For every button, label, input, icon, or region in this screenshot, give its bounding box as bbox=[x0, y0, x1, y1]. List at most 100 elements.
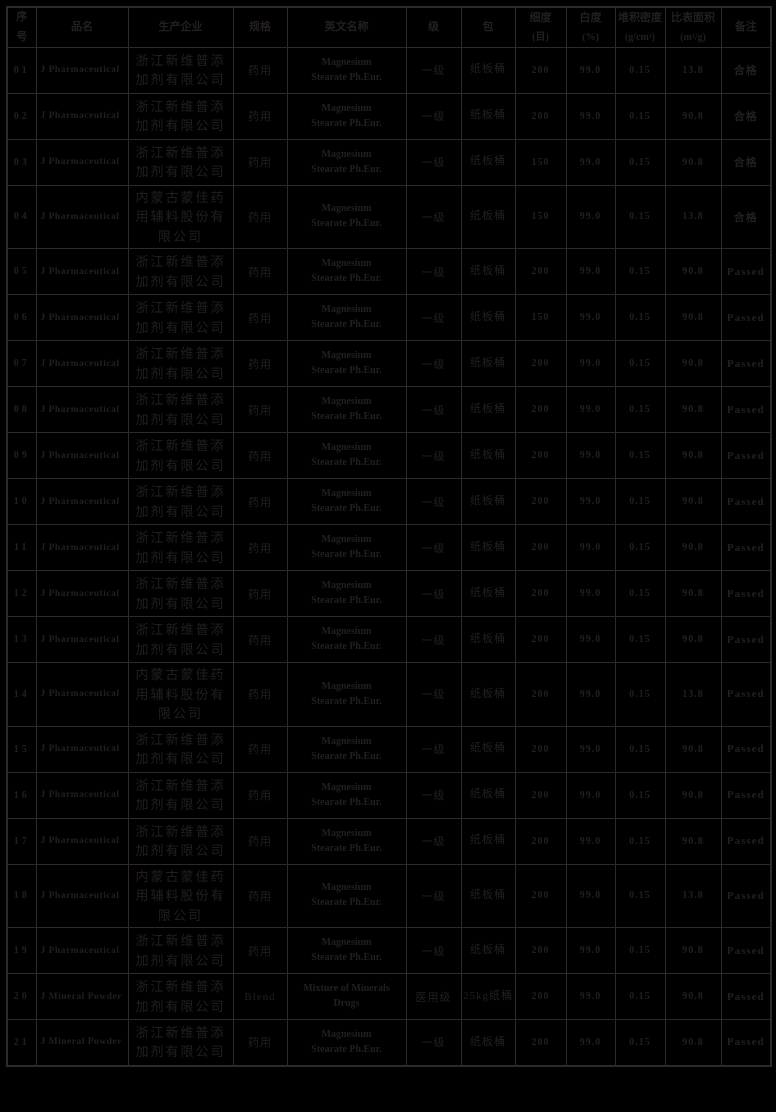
cell-remark: 合格 bbox=[720, 46, 772, 94]
header-surface-area-unit: (m²/g) bbox=[680, 31, 706, 43]
english-name-line2: Stearate Ph.Eur. bbox=[311, 457, 382, 469]
cell-package: 纸板桶 bbox=[460, 138, 516, 186]
cell-spec: 药用 bbox=[232, 294, 288, 342]
header-mesh: 细度 (目) bbox=[514, 6, 567, 48]
cell-manufacturer: 浙江新维普添加剂有限公司 bbox=[127, 46, 234, 94]
cell-surface-area: 90.8 bbox=[664, 248, 722, 296]
cell-manufacturer: 浙江新维普添加剂有限公司 bbox=[127, 294, 234, 342]
cell-manufacturer: 浙江新维普添加剂有限公司 bbox=[127, 432, 234, 480]
english-name-line1: Magnesium bbox=[321, 304, 372, 316]
cell-surface-area: 90.8 bbox=[664, 771, 722, 819]
cell-whiteness: 99.0 bbox=[565, 725, 616, 773]
cell-english-name: Magnesium Stearate Ph.Eur. bbox=[286, 478, 407, 526]
cell-bulk-density: 0.15 bbox=[614, 817, 666, 865]
cell-product-name: J Mineral Powder bbox=[35, 973, 129, 1021]
cell-remark: 合格 bbox=[720, 184, 772, 250]
cell-bulk-density: 0.15 bbox=[614, 478, 666, 526]
cell-bulk-density: 0.15 bbox=[614, 46, 666, 94]
cell-mesh: 150 bbox=[514, 184, 567, 250]
english-name-line2: Stearate Ph.Eur. bbox=[311, 842, 382, 854]
table-row: 01 J Pharmaceutical 浙江新维普添加剂有限公司 药用 Magn… bbox=[6, 46, 772, 94]
table-row: 14 J Pharmaceutical 内蒙古蒙佳药用辅料股份有限公司 药用 M… bbox=[6, 662, 772, 727]
english-name-line2: Stearate Ph.Eur. bbox=[311, 750, 382, 762]
cell-spec: 药用 bbox=[232, 92, 288, 140]
cell-mesh: 200 bbox=[514, 570, 567, 618]
cell-remark: Passed bbox=[720, 386, 772, 434]
cell-spec: 药用 bbox=[232, 340, 288, 388]
cell-package: 纸板桶 bbox=[460, 386, 516, 434]
table-row: 08 J Pharmaceutical 浙江新维普添加剂有限公司 药用 Magn… bbox=[6, 386, 772, 434]
cell-surface-area: 90.8 bbox=[664, 973, 722, 1021]
cell-spec: 药用 bbox=[232, 662, 288, 727]
cell-english-name: Magnesium Stearate Ph.Eur. bbox=[286, 46, 407, 94]
cell-manufacturer: 浙江新维普添加剂有限公司 bbox=[127, 138, 234, 186]
cell-english-name: Magnesium Stearate Ph.Eur. bbox=[286, 248, 407, 296]
cell-remark: 合格 bbox=[720, 138, 772, 186]
cell-surface-area: 13.8 bbox=[664, 662, 722, 727]
header-whiteness-line1: 白度 bbox=[579, 11, 602, 24]
header-remark: 备注 bbox=[720, 6, 772, 48]
english-name-line2: Stearate Ph.Eur. bbox=[311, 163, 382, 175]
english-name-line2: Stearate Ph.Eur. bbox=[311, 503, 382, 515]
cell-english-name: Magnesium Stearate Ph.Eur. bbox=[286, 524, 407, 572]
cell-package: 纸板桶 bbox=[460, 524, 516, 572]
cell-mesh: 200 bbox=[514, 248, 567, 296]
table-row: 10 J Pharmaceutical 浙江新维普添加剂有限公司 药用 Magn… bbox=[6, 478, 772, 526]
cell-product-name: J Pharmaceutical bbox=[35, 616, 129, 664]
english-name-line1: Magnesium bbox=[321, 396, 372, 408]
cell-grade: 一级 bbox=[405, 863, 462, 929]
cell-surface-area: 90.8 bbox=[664, 432, 722, 480]
cell-product-name: J Pharmaceutical bbox=[35, 432, 129, 480]
cell-bulk-density: 0.15 bbox=[614, 927, 666, 975]
table-row: 03 J Pharmaceutical 浙江新维普添加剂有限公司 药用 Magn… bbox=[6, 138, 772, 186]
cell-row-number: 16 bbox=[6, 771, 37, 819]
cell-english-name: Magnesium Stearate Ph.Eur. bbox=[286, 616, 407, 664]
cell-whiteness: 99.0 bbox=[565, 138, 616, 186]
cell-surface-area: 90.8 bbox=[664, 570, 722, 618]
cell-bulk-density: 0.15 bbox=[614, 92, 666, 140]
cell-surface-area: 90.8 bbox=[664, 386, 722, 434]
cell-whiteness: 99.0 bbox=[565, 616, 616, 664]
cell-package: 纸板桶 bbox=[460, 616, 516, 664]
cell-whiteness: 99.0 bbox=[565, 386, 616, 434]
cell-spec: 药用 bbox=[232, 184, 288, 250]
cell-spec: 药用 bbox=[232, 478, 288, 526]
cell-manufacturer: 浙江新维普添加剂有限公司 bbox=[127, 524, 234, 572]
cell-bulk-density: 0.15 bbox=[614, 662, 666, 727]
cell-manufacturer: 浙江新维普添加剂有限公司 bbox=[127, 771, 234, 819]
cell-english-name: Magnesium Stearate Ph.Eur. bbox=[286, 138, 407, 186]
header-no: 序 号 bbox=[6, 6, 37, 48]
cell-product-name: J Pharmaceutical bbox=[35, 771, 129, 819]
cell-spec: 药用 bbox=[232, 432, 288, 480]
english-name-line2: Stearate Ph.Eur. bbox=[311, 365, 382, 377]
cell-english-name: Magnesium Stearate Ph.Eur. bbox=[286, 92, 407, 140]
cell-remark: Passed bbox=[720, 340, 772, 388]
english-name-line2: Stearate Ph.Eur. bbox=[311, 71, 382, 83]
english-name-line2: Stearate Ph.Eur. bbox=[311, 549, 382, 561]
cell-grade: 医用级 bbox=[405, 973, 462, 1021]
english-name-line1: Magnesium bbox=[321, 882, 372, 894]
english-name-line2: Stearate Ph.Eur. bbox=[311, 411, 382, 423]
cell-manufacturer: 浙江新维普添加剂有限公司 bbox=[127, 248, 234, 296]
cell-manufacturer: 内蒙古蒙佳药用辅料股份有限公司 bbox=[127, 863, 234, 929]
cell-remark: Passed bbox=[720, 725, 772, 773]
cell-whiteness: 99.0 bbox=[565, 570, 616, 618]
cell-grade: 一级 bbox=[405, 725, 462, 773]
cell-grade: 一级 bbox=[405, 184, 462, 250]
english-name-line2: Stearate Ph.Eur. bbox=[311, 595, 382, 607]
cell-manufacturer: 浙江新维普添加剂有限公司 bbox=[127, 817, 234, 865]
cell-surface-area: 90.8 bbox=[664, 478, 722, 526]
cell-spec: 药用 bbox=[232, 524, 288, 572]
cell-product-name: J Pharmaceutical bbox=[35, 46, 129, 94]
cell-package: 纸板桶 bbox=[460, 817, 516, 865]
english-name-line2: Stearate Ph.Eur. bbox=[311, 695, 382, 707]
cell-bulk-density: 0.15 bbox=[614, 1019, 666, 1067]
table-row: 12 J Pharmaceutical 浙江新维普添加剂有限公司 药用 Magn… bbox=[6, 570, 772, 618]
cell-package: 纸板桶 bbox=[460, 771, 516, 819]
cell-mesh: 200 bbox=[514, 662, 567, 727]
cell-remark: Passed bbox=[720, 616, 772, 664]
cell-spec: 药用 bbox=[232, 817, 288, 865]
product-table: 序 号 品名 生产企业 规格 英文名称 级 包 细度 (目) bbox=[6, 6, 772, 1067]
table-body: 01 J Pharmaceutical 浙江新维普添加剂有限公司 药用 Magn… bbox=[6, 46, 772, 1067]
cell-surface-area: 13.8 bbox=[664, 184, 722, 250]
